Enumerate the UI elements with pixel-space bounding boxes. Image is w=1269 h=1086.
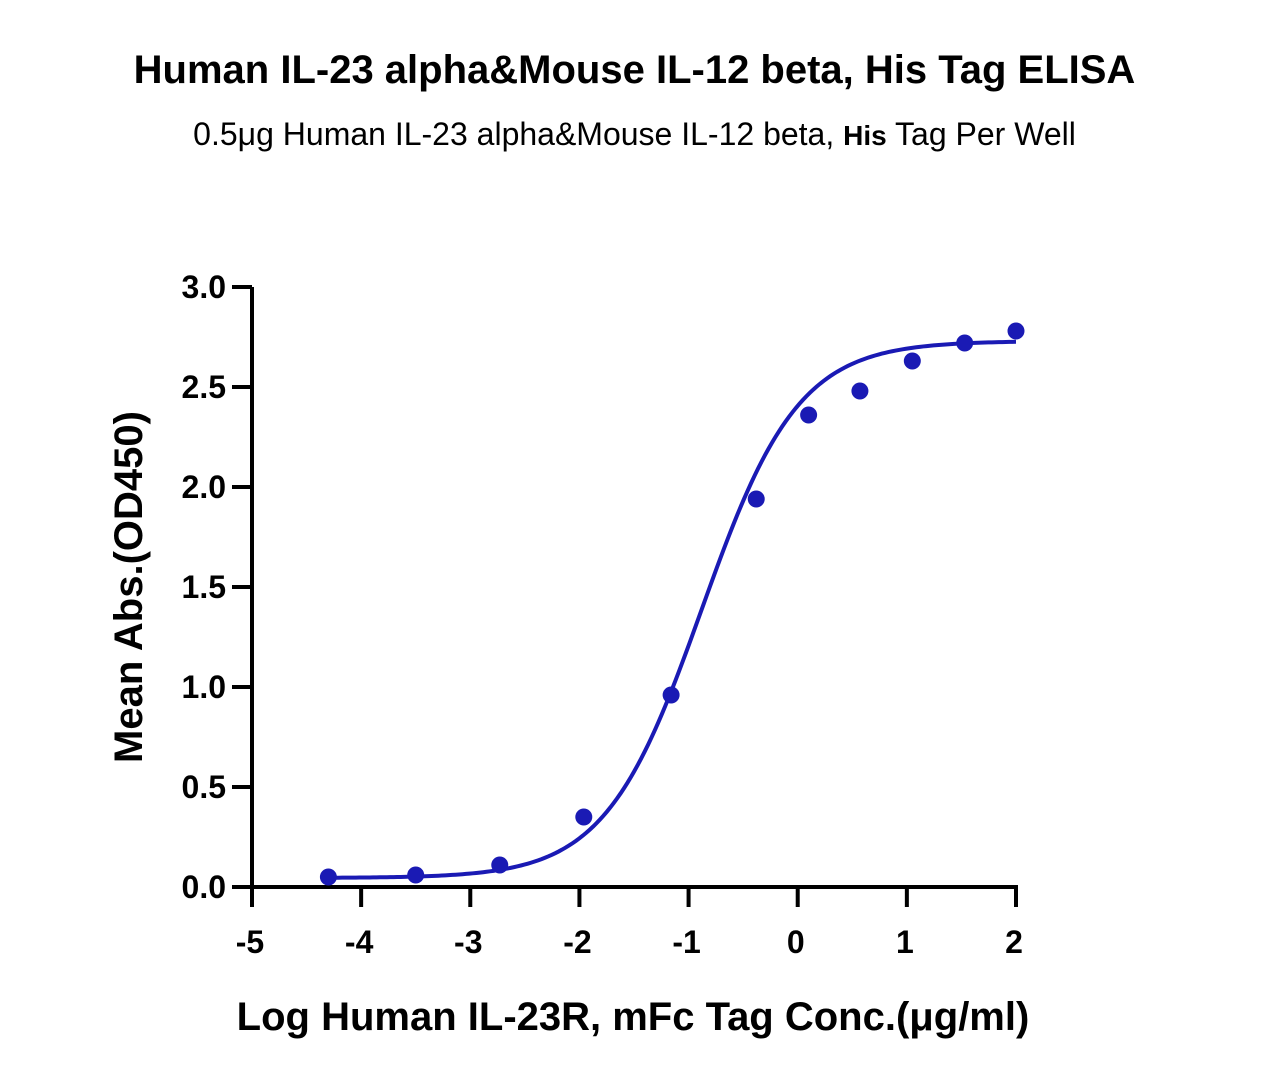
data-point	[800, 406, 818, 424]
x-tick-label: 1	[896, 924, 914, 960]
fit-curve-group	[328, 339, 1017, 880]
data-point	[662, 686, 680, 704]
y-axis-title: Mean Abs.(OD450)	[107, 411, 151, 763]
subtitle-suffix: Tag Per Well	[886, 116, 1076, 152]
data-point	[851, 382, 869, 400]
data-point	[956, 334, 974, 352]
x-tick-label: 0	[787, 924, 805, 960]
data-point	[319, 868, 337, 886]
subtitle-bold: His	[843, 120, 887, 151]
x-tick-label: -2	[563, 924, 591, 960]
y-tick-label: 2.5	[182, 369, 226, 405]
data-point	[903, 352, 921, 370]
y-tick-label: 1.0	[182, 669, 226, 705]
x-tick-label: -5	[236, 924, 264, 960]
x-tick-label: 2	[1005, 924, 1023, 960]
data-point	[747, 490, 765, 508]
y-tick-label: 1.5	[182, 569, 226, 605]
x-tick-label: -3	[454, 924, 482, 960]
x-axis-title: Log Human IL-23R, mFc Tag Conc.(μg/ml)	[237, 995, 1030, 1039]
data-point	[575, 808, 593, 826]
x-tick-label: -4	[345, 924, 374, 960]
y-tick-label: 0.0	[182, 869, 226, 905]
data-points	[319, 322, 1025, 886]
data-point	[407, 866, 425, 884]
fit-curve	[328, 339, 1017, 880]
data-point	[1007, 322, 1025, 340]
y-tick-label: 0.5	[182, 769, 226, 805]
chart-subtitle: 0.5μg Human IL-23 alpha&Mouse IL-12 beta…	[0, 116, 1269, 153]
y-tick-label: 2.0	[182, 469, 226, 505]
x-tick-label: -1	[672, 924, 700, 960]
y-tick-label: 3.0	[182, 269, 226, 305]
chart-title: Human IL-23 alpha&Mouse IL-12 beta, His …	[133, 48, 1136, 92]
axes: 0.0 0.5 1.0 1.5 2.0 2.5 3.0 -5 -4 -3 -2 -1 0 1 2	[182, 269, 1023, 960]
data-point	[491, 856, 509, 874]
subtitle-prefix: 0.5μg Human IL-23 alpha&Mouse IL-12 beta…	[193, 116, 844, 152]
